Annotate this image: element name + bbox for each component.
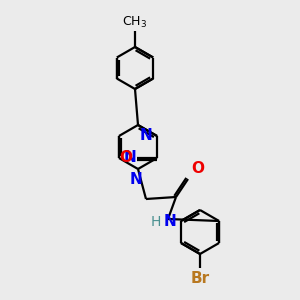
Text: O: O: [119, 151, 132, 166]
Text: Br: Br: [190, 271, 210, 286]
Text: H: H: [151, 215, 161, 229]
Text: CH$_3$: CH$_3$: [122, 15, 148, 30]
Text: N: N: [130, 172, 142, 187]
Text: N: N: [124, 151, 137, 166]
Text: N: N: [139, 128, 152, 142]
Text: O: O: [191, 161, 204, 176]
Text: N: N: [164, 214, 176, 230]
